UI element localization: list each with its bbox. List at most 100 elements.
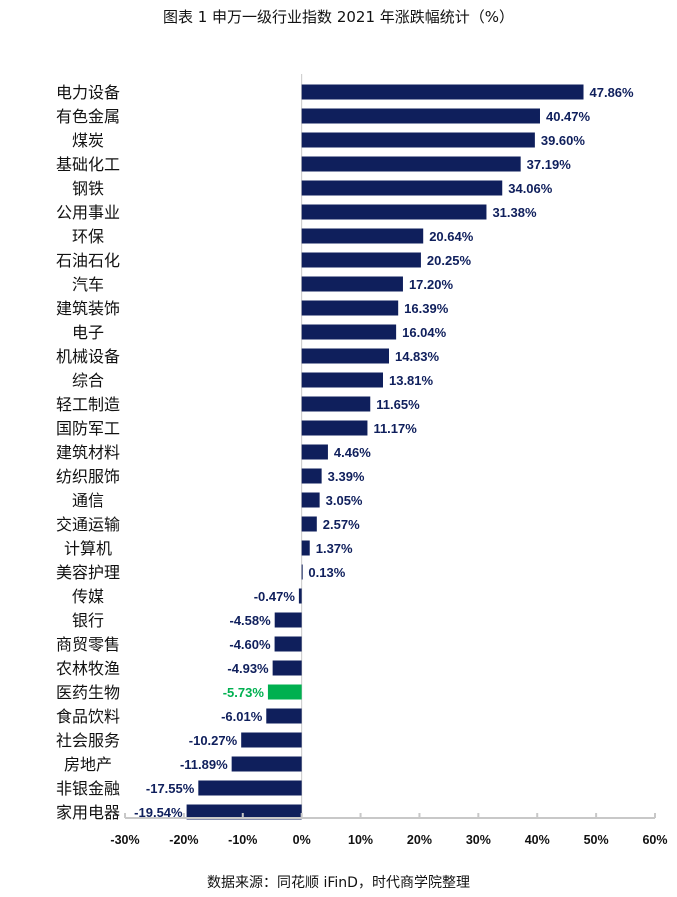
data-label: 47.86% xyxy=(590,85,635,100)
x-tick-label: 60% xyxy=(642,833,667,847)
category-label: 美容护理 xyxy=(56,563,120,582)
category-label: 社会服务 xyxy=(56,731,120,750)
category-label: 轻工制造 xyxy=(56,395,120,414)
x-tick-label: -30% xyxy=(110,833,139,847)
data-label: -4.93% xyxy=(227,661,269,676)
bar xyxy=(231,756,302,772)
chart-title: 图表 1 申万一级行业指数 2021 年涨跌幅统计（%） xyxy=(162,8,515,26)
bar xyxy=(274,612,302,628)
bar xyxy=(301,324,397,340)
x-tick-label: 10% xyxy=(348,833,373,847)
category-label: 综合 xyxy=(72,371,104,390)
bar xyxy=(241,732,302,748)
category-label: 通信 xyxy=(72,491,104,510)
category-label: 银行 xyxy=(72,611,104,630)
bar xyxy=(301,108,540,124)
x-tick-label: 50% xyxy=(584,833,609,847)
category-label: 石油石化 xyxy=(56,251,120,270)
data-label: -6.01% xyxy=(221,709,263,724)
category-label: 钢铁 xyxy=(72,179,104,198)
data-label: 11.65% xyxy=(376,397,420,412)
bar xyxy=(301,468,322,484)
data-label: 3.05% xyxy=(326,493,363,508)
category-label: 基础化工 xyxy=(56,155,120,174)
data-label: -5.73% xyxy=(223,685,265,700)
bar xyxy=(301,348,389,364)
category-label: 环保 xyxy=(72,227,104,246)
data-label: 20.64% xyxy=(429,229,474,244)
data-label: -0.47% xyxy=(254,589,296,604)
data-label: 16.39% xyxy=(404,301,449,316)
bar xyxy=(301,180,503,196)
bar xyxy=(301,252,421,268)
bar xyxy=(186,804,302,820)
category-label: 公用事业 xyxy=(56,203,120,222)
x-tick-label: 30% xyxy=(466,833,491,847)
bar xyxy=(198,780,302,796)
data-label: -10.27% xyxy=(189,733,238,748)
bar xyxy=(301,420,368,436)
data-label: 31.38% xyxy=(492,205,537,220)
category-label: 家用电器 xyxy=(56,803,120,822)
bar xyxy=(267,684,302,700)
category-label: 传媒 xyxy=(72,587,104,606)
data-label: 2.57% xyxy=(323,517,360,532)
bar xyxy=(301,540,310,556)
bar xyxy=(301,516,317,532)
data-label: 14.83% xyxy=(395,349,440,364)
data-label: 13.81% xyxy=(389,373,434,388)
bar xyxy=(301,276,403,292)
data-label: 40.47% xyxy=(546,109,591,124)
data-label: 20.25% xyxy=(427,253,472,268)
x-tick-label: 0% xyxy=(293,833,311,847)
category-label: 房地产 xyxy=(64,755,112,774)
data-label: 37.19% xyxy=(527,157,572,172)
bar xyxy=(301,300,399,316)
x-tick-label: -20% xyxy=(169,833,198,847)
bar xyxy=(301,372,383,388)
data-label: 4.46% xyxy=(334,445,371,460)
category-label: 汽车 xyxy=(72,275,104,294)
bar xyxy=(301,204,487,220)
category-label: 电力设备 xyxy=(56,83,120,102)
bar xyxy=(272,660,302,676)
data-label: -19.54% xyxy=(134,805,183,820)
bar xyxy=(298,588,302,604)
category-label: 计算机 xyxy=(64,539,112,558)
bar xyxy=(301,564,303,580)
bar xyxy=(274,636,302,652)
category-label: 建筑装饰 xyxy=(56,299,120,318)
bar xyxy=(301,444,328,460)
source-note: 数据来源：同花顺 iFinD，时代商学院整理 xyxy=(207,875,470,891)
data-label: 16.04% xyxy=(402,325,447,340)
category-label: 交通运输 xyxy=(56,515,120,534)
bar xyxy=(301,132,535,148)
data-label: -4.60% xyxy=(229,637,271,652)
data-label: 3.39% xyxy=(328,469,365,484)
data-label: 17.20% xyxy=(409,277,454,292)
category-label: 电子 xyxy=(72,323,104,342)
category-label: 非银金融 xyxy=(56,779,120,798)
bar xyxy=(301,156,521,172)
category-label: 机械设备 xyxy=(56,347,120,366)
category-label: 国防军工 xyxy=(56,419,120,438)
data-label: -11.89% xyxy=(180,757,228,772)
data-label: 34.06% xyxy=(508,181,553,196)
category-label: 有色金属 xyxy=(56,107,120,126)
category-label: 医药生物 xyxy=(56,683,120,702)
x-tick-label: 40% xyxy=(525,833,550,847)
data-label: 1.37% xyxy=(316,541,353,556)
category-label: 农林牧渔 xyxy=(56,659,120,678)
category-label: 商贸零售 xyxy=(56,635,120,654)
bar xyxy=(266,708,302,724)
data-label: 11.17% xyxy=(373,421,417,436)
category-label: 建筑材料 xyxy=(56,443,120,462)
category-label: 纺织服饰 xyxy=(56,467,120,486)
bar xyxy=(301,228,424,244)
bar xyxy=(301,84,584,100)
data-label: 0.13% xyxy=(308,565,345,580)
bar xyxy=(301,492,320,508)
category-label: 食品饮料 xyxy=(56,707,120,726)
x-tick-label: -10% xyxy=(228,833,257,847)
